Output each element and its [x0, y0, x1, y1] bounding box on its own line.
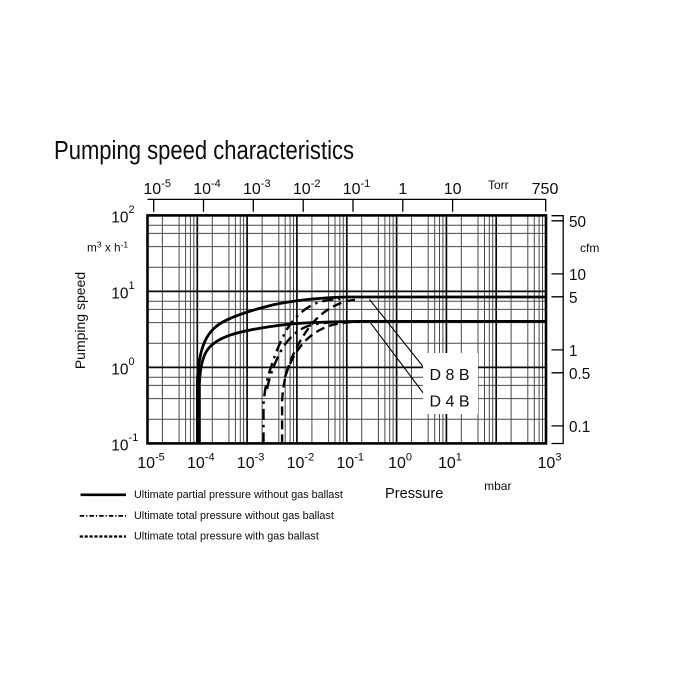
svg-text:1: 1	[569, 343, 578, 360]
svg-text:10: 10	[444, 181, 462, 198]
svg-text:Ultimate total pressure with g: Ultimate total pressure with gas ballast	[134, 531, 319, 543]
svg-text:0.5: 0.5	[569, 366, 590, 383]
svg-text:Torr: Torr	[488, 178, 509, 192]
svg-text:Pumping speed: Pumping speed	[72, 272, 88, 369]
svg-text:D 8 B: D 8 B	[430, 367, 470, 384]
svg-text:Pressure: Pressure	[385, 486, 443, 502]
svg-text:D 4 B: D 4 B	[430, 394, 470, 411]
svg-text:0.1: 0.1	[569, 419, 590, 436]
svg-text:mbar: mbar	[484, 479, 511, 493]
svg-text:Ultimate partial pressure with: Ultimate partial pressure without gas ba…	[134, 489, 343, 501]
svg-text:Ultimate total pressure withou: Ultimate total pressure without gas ball…	[134, 510, 334, 522]
svg-text:5: 5	[569, 290, 578, 307]
svg-text:cfm: cfm	[580, 241, 599, 255]
svg-text:1: 1	[398, 181, 407, 198]
svg-text:50: 50	[569, 214, 586, 231]
svg-text:10: 10	[569, 267, 586, 284]
svg-text:Pumping speed characteristics: Pumping speed characteristics	[54, 137, 354, 165]
svg-text:750: 750	[532, 181, 559, 198]
